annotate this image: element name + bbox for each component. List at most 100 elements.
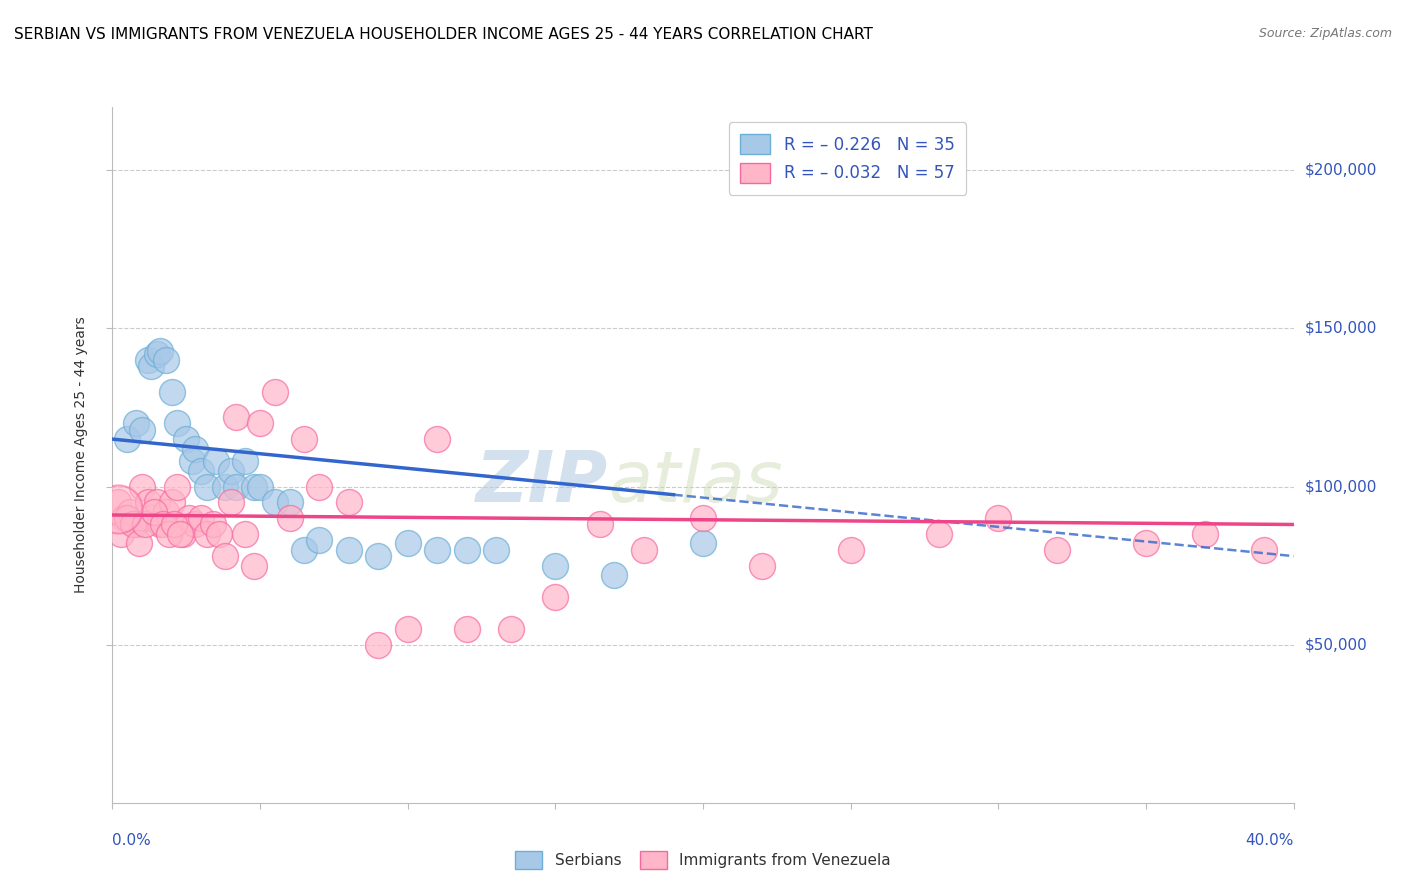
Point xyxy=(110,527,132,541)
Text: $50,000: $50,000 xyxy=(1305,637,1368,652)
Text: SERBIAN VS IMMIGRANTS FROM VENEZUELA HOUSEHOLDER INCOME AGES 25 - 44 YEARS CORRE: SERBIAN VS IMMIGRANTS FROM VENEZUELA HOU… xyxy=(14,27,873,42)
Text: 40.0%: 40.0% xyxy=(1246,833,1294,848)
Point xyxy=(195,479,218,493)
Point xyxy=(337,495,360,509)
Legend: R = – 0.226   N = 35, R = – 0.032   N = 57: R = – 0.226 N = 35, R = – 0.032 N = 57 xyxy=(728,122,966,194)
Point xyxy=(219,495,242,509)
Point xyxy=(308,479,330,493)
Point xyxy=(456,622,478,636)
Point xyxy=(155,505,177,519)
Point xyxy=(544,558,567,573)
Point xyxy=(160,384,183,399)
Point xyxy=(120,505,142,519)
Point xyxy=(501,622,523,636)
Point xyxy=(117,511,138,525)
Point xyxy=(155,353,177,368)
Point xyxy=(107,501,129,516)
Point xyxy=(426,542,449,557)
Point xyxy=(243,558,266,573)
Y-axis label: Householder Income Ages 25 - 44 years: Householder Income Ages 25 - 44 years xyxy=(75,317,89,593)
Point xyxy=(214,549,236,563)
Point xyxy=(136,495,159,509)
Point xyxy=(181,454,204,468)
Point xyxy=(243,479,266,493)
Point xyxy=(139,511,162,525)
Point xyxy=(122,517,145,532)
Point xyxy=(603,568,626,582)
Point xyxy=(751,558,773,573)
Point xyxy=(149,517,172,532)
Point xyxy=(112,511,135,525)
Text: 0.0%: 0.0% xyxy=(112,833,152,848)
Point xyxy=(195,527,218,541)
Text: $200,000: $200,000 xyxy=(1305,163,1376,178)
Point xyxy=(201,517,224,532)
Point xyxy=(184,442,207,456)
Point xyxy=(166,479,188,493)
Point xyxy=(544,591,567,605)
Point xyxy=(485,542,508,557)
Point xyxy=(163,517,186,532)
Point xyxy=(308,533,330,548)
Point xyxy=(160,495,183,509)
Text: ZIP: ZIP xyxy=(477,449,609,517)
Point xyxy=(214,479,236,493)
Point xyxy=(146,495,169,509)
Point xyxy=(264,495,287,509)
Point xyxy=(107,495,129,509)
Point xyxy=(249,417,271,431)
Point xyxy=(172,527,194,541)
Legend: Serbians, Immigrants from Venezuela: Serbians, Immigrants from Venezuela xyxy=(509,845,897,875)
Text: Source: ZipAtlas.com: Source: ZipAtlas.com xyxy=(1258,27,1392,40)
Point xyxy=(169,527,191,541)
Point xyxy=(128,536,150,550)
Text: $150,000: $150,000 xyxy=(1305,321,1376,336)
Point xyxy=(117,432,138,446)
Point xyxy=(278,511,301,525)
Point xyxy=(219,464,242,478)
Point xyxy=(396,536,419,550)
Point xyxy=(125,417,148,431)
Point xyxy=(174,432,197,446)
Point xyxy=(292,432,315,446)
Point xyxy=(396,622,419,636)
Point xyxy=(157,527,180,541)
Point xyxy=(190,511,212,525)
Point xyxy=(152,517,174,532)
Point xyxy=(1135,536,1157,550)
Point xyxy=(987,511,1010,525)
Point xyxy=(179,511,201,525)
Point xyxy=(367,549,389,563)
Point xyxy=(839,542,862,557)
Point xyxy=(292,542,315,557)
Point xyxy=(208,527,231,541)
Point xyxy=(131,423,153,437)
Point xyxy=(134,517,156,532)
Point xyxy=(337,542,360,557)
Point xyxy=(184,517,207,532)
Point xyxy=(225,409,247,424)
Point xyxy=(588,517,610,532)
Point xyxy=(426,432,449,446)
Point xyxy=(1194,527,1216,541)
Point xyxy=(225,479,247,493)
Point xyxy=(249,479,271,493)
Point xyxy=(264,384,287,399)
Text: atlas: atlas xyxy=(609,449,783,517)
Point xyxy=(146,347,169,361)
Point xyxy=(131,479,153,493)
Point xyxy=(692,511,714,525)
Point xyxy=(367,638,389,652)
Text: $100,000: $100,000 xyxy=(1305,479,1376,494)
Point xyxy=(136,353,159,368)
Point xyxy=(190,464,212,478)
Point xyxy=(456,542,478,557)
Point xyxy=(278,495,301,509)
Point xyxy=(633,542,655,557)
Point xyxy=(233,454,256,468)
Point xyxy=(692,536,714,550)
Point xyxy=(1253,542,1275,557)
Point xyxy=(928,527,950,541)
Point xyxy=(149,343,172,358)
Point xyxy=(139,359,162,374)
